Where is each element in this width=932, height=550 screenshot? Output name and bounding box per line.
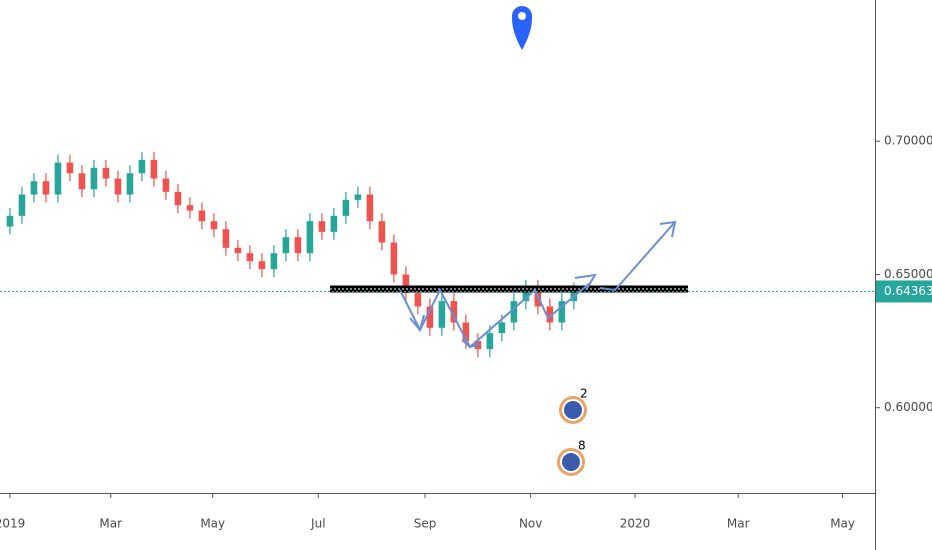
candle-body <box>138 159 146 174</box>
x-tick-label: Sep <box>414 517 437 531</box>
candle-body <box>510 301 518 323</box>
candle-body <box>18 194 26 216</box>
projection-arrows <box>399 220 677 349</box>
x-tick-label: Jul <box>310 517 325 531</box>
x-tick-label: Mar <box>727 517 750 531</box>
event-badge <box>560 451 582 473</box>
candle-body <box>318 221 326 232</box>
candle-body <box>378 221 386 243</box>
y-tick-label: 0.65000 <box>884 267 932 281</box>
candle-body <box>354 194 362 200</box>
candle-body <box>54 162 62 195</box>
y-tick-label: 0.60000 <box>884 400 932 414</box>
candle-body <box>402 274 410 294</box>
x-tick-label: Mar <box>99 517 122 531</box>
candle-body <box>186 205 194 211</box>
location-pin <box>512 6 532 50</box>
candle-body <box>174 191 182 206</box>
candle-body <box>330 215 338 232</box>
x-tick-label: May <box>200 517 225 531</box>
candle-body <box>198 210 206 222</box>
candle-body <box>306 221 314 254</box>
event-count: 8 <box>578 439 586 453</box>
candle-body <box>282 237 290 254</box>
x-tick-label: 2019 <box>0 517 25 531</box>
candle-body <box>258 261 266 270</box>
event-count: 2 <box>580 387 588 401</box>
candle-body <box>42 181 50 195</box>
candle-body <box>126 173 134 195</box>
candle-body <box>342 199 350 216</box>
candle-body <box>390 242 398 275</box>
candle-body <box>66 162 74 174</box>
candle-body <box>6 215 14 227</box>
candle-body <box>426 306 434 328</box>
candle-body <box>546 306 554 323</box>
candle-body <box>114 178 122 195</box>
candle-body <box>150 159 158 179</box>
candle-body <box>222 229 230 248</box>
candle-body <box>162 178 170 192</box>
candle-body <box>438 301 446 328</box>
candle-body <box>246 253 254 262</box>
x-tick-label: 2020 <box>620 517 651 531</box>
candle-body <box>270 253 278 270</box>
candle-body <box>294 237 302 254</box>
candle-body <box>462 322 470 342</box>
candle-body <box>498 322 506 334</box>
candle-body <box>558 301 566 323</box>
candle-body <box>210 221 218 230</box>
event-badge <box>562 399 584 421</box>
x-tick-label: Nov <box>519 517 542 531</box>
last-price-label: 0.64363 <box>884 284 932 298</box>
y-tick-label: 0.70000 <box>884 134 932 148</box>
candle-body <box>90 167 98 190</box>
candle-body <box>414 293 422 307</box>
plot <box>6 151 578 358</box>
candle-body <box>102 167 110 179</box>
x-tick-label: May <box>830 517 855 531</box>
candle-body <box>78 173 86 190</box>
candle-body <box>366 194 374 222</box>
location-pin-dot <box>518 12 526 20</box>
candle-body <box>486 333 494 350</box>
candle-body <box>522 287 530 302</box>
last-price-box <box>876 280 932 303</box>
candle-body <box>234 247 242 254</box>
candle-body <box>30 181 38 195</box>
candle-body <box>450 301 458 323</box>
